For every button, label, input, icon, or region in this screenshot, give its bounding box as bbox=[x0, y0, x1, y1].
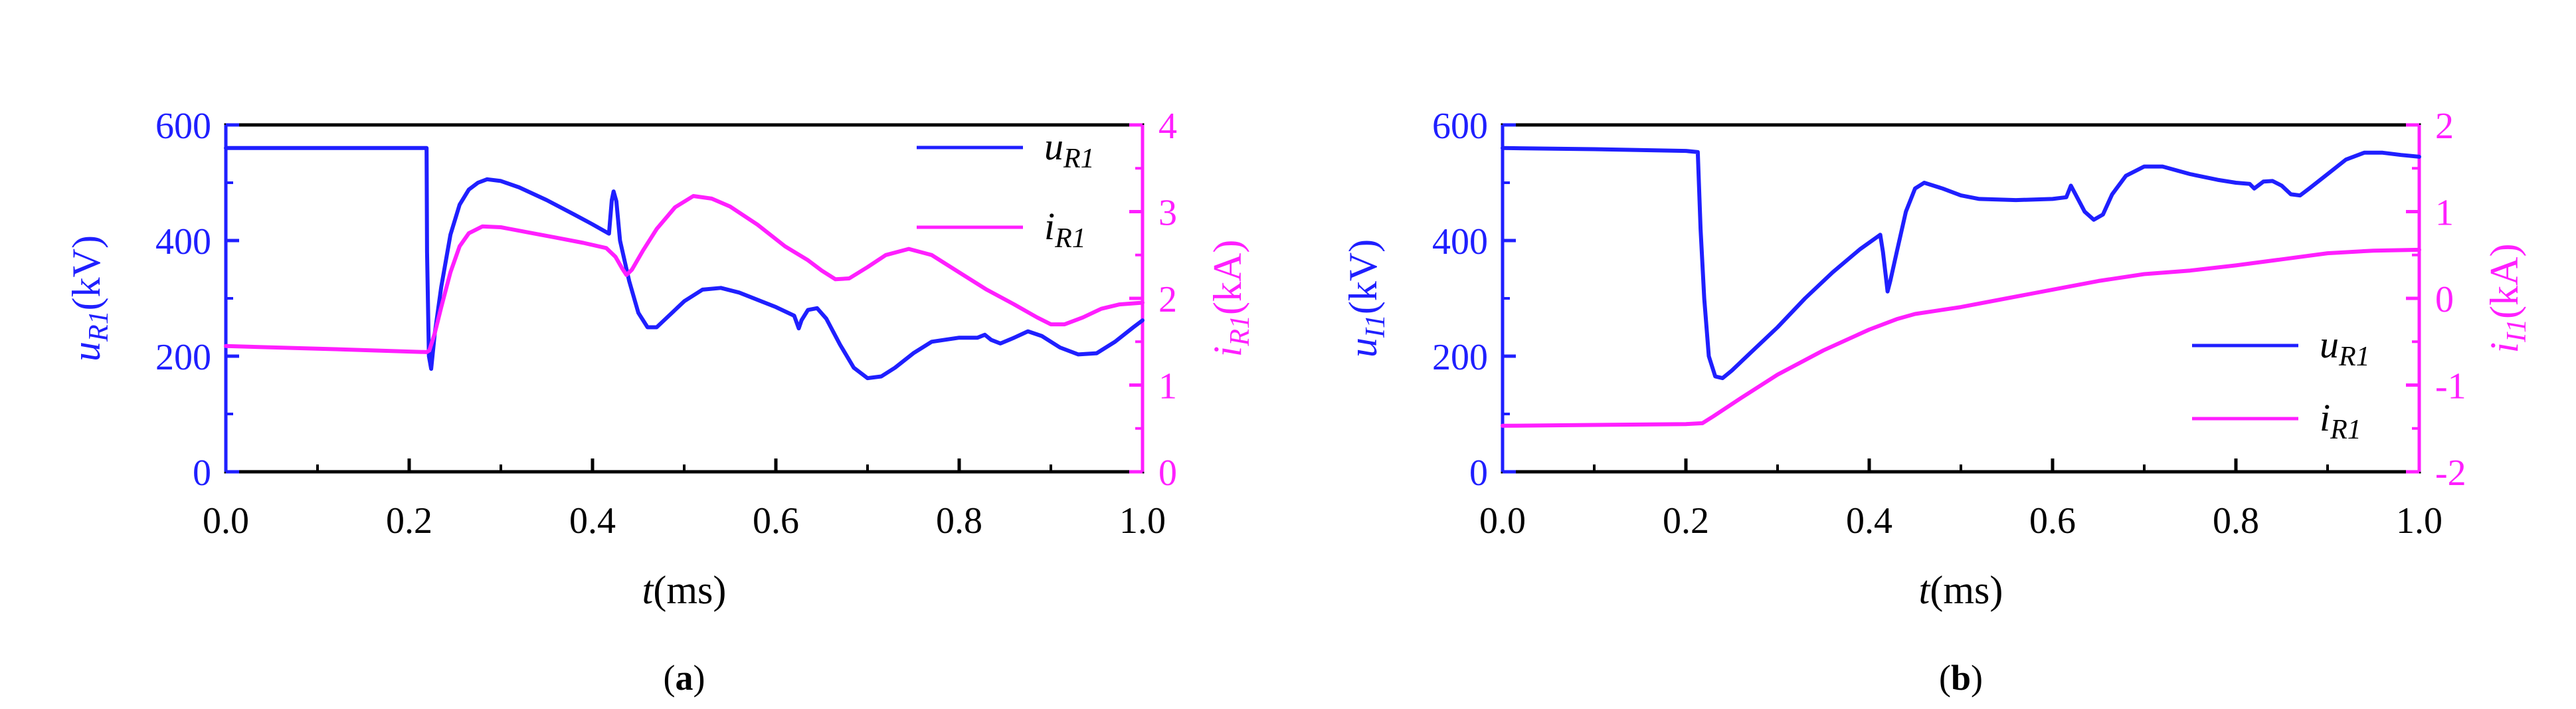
series-line-u-R1 bbox=[1501, 146, 2421, 381]
y-left-axis-label: uR1(kV) bbox=[64, 235, 114, 361]
y-right-tick-label: 4 bbox=[1158, 106, 1177, 147]
panel-caption: (b) bbox=[1939, 658, 1983, 698]
x-axis-label: t(ms) bbox=[642, 568, 727, 612]
panel-caption: (a) bbox=[664, 658, 705, 698]
y-right-tick-label: 2 bbox=[1158, 279, 1177, 320]
x-ticks: 0.0 0.2 0.4 0.6 0.8 1.0 bbox=[1479, 458, 2442, 542]
y-right-ticks: 0 1 2 3 4 bbox=[1129, 106, 1177, 494]
series-group bbox=[224, 146, 1145, 381]
panel-a: 0.0 0.2 0.4 0.6 0.8 1.0 0 200 400 600 0 1 2 3 4 t(ms… bbox=[64, 106, 1255, 698]
x-tick-label: 1.0 bbox=[1119, 500, 1166, 542]
x-tick-label: 0.8 bbox=[936, 500, 982, 542]
x-ticks: 0.0 0.2 0.4 0.6 0.8 1.0 bbox=[203, 458, 1166, 542]
legend-label-u: uR1 bbox=[1044, 125, 1095, 174]
y-left-tick-label: 600 bbox=[155, 106, 211, 147]
series-line-i-R1 bbox=[224, 194, 1145, 354]
y-right-tick-label: 3 bbox=[1158, 193, 1177, 234]
x-tick-label: 0.6 bbox=[753, 500, 799, 542]
y-right-axis-label: iI1(kA) bbox=[2482, 244, 2532, 354]
y-left-tick-label: 200 bbox=[1432, 337, 1488, 378]
legend: uR1 iR1 bbox=[917, 125, 1095, 254]
y-left-tick-label: 400 bbox=[155, 221, 211, 262]
y-right-tick-label: -2 bbox=[2435, 453, 2466, 494]
y-right-ticks: -2 -1 0 1 2 bbox=[2406, 106, 2466, 494]
y-right-tick-label: -1 bbox=[2435, 366, 2466, 407]
legend: uR1 iR1 bbox=[2192, 323, 2370, 445]
y-right-tick-label: 0 bbox=[2435, 279, 2454, 320]
y-left-ticks: 0 200 400 600 bbox=[155, 106, 239, 494]
x-tick-label: 0.4 bbox=[569, 500, 616, 542]
x-tick-label: 0.0 bbox=[1479, 500, 1526, 542]
y-right-tick-label: 1 bbox=[1158, 366, 1177, 407]
y-left-tick-label: 200 bbox=[155, 337, 211, 378]
y-left-tick-label: 0 bbox=[1469, 453, 1488, 494]
y-right-axis-label: iR1(kA) bbox=[1206, 240, 1255, 357]
y-right-tick-label: 2 bbox=[2435, 106, 2454, 147]
legend-label-i: iR1 bbox=[1044, 205, 1086, 254]
y-left-tick-label: 600 bbox=[1432, 106, 1488, 147]
legend-label-u: uR1 bbox=[2320, 323, 2370, 372]
x-tick-label: 0.8 bbox=[2213, 500, 2259, 542]
legend-label-i: iR1 bbox=[2320, 396, 2361, 445]
series-group bbox=[1501, 146, 2421, 428]
x-tick-label: 0.0 bbox=[203, 500, 249, 542]
y-right-tick-label: 1 bbox=[2435, 193, 2454, 234]
x-tick-label: 0.2 bbox=[386, 500, 432, 542]
x-tick-label: 0.4 bbox=[1846, 500, 1892, 542]
y-left-ticks: 0 200 400 600 bbox=[1432, 106, 1516, 494]
y-left-tick-label: 400 bbox=[1432, 221, 1488, 262]
panel-b: 0.0 0.2 0.4 0.6 0.8 1.0 0 200 400 600 -2 -1 0 1 2 t(… bbox=[1341, 106, 2532, 698]
y-left-axis-label: uI1(kV) bbox=[1341, 239, 1391, 357]
x-tick-label: 0.2 bbox=[1663, 500, 1709, 542]
x-tick-label: 0.6 bbox=[2029, 500, 2076, 542]
y-right-tick-label: 0 bbox=[1158, 453, 1177, 494]
series-line-i-R1 bbox=[1501, 247, 2421, 428]
y-left-tick-label: 0 bbox=[193, 453, 211, 494]
x-axis-label: t(ms) bbox=[1919, 568, 2003, 612]
x-tick-label: 1.0 bbox=[2396, 500, 2442, 542]
series-line-u-R1 bbox=[224, 146, 1145, 381]
